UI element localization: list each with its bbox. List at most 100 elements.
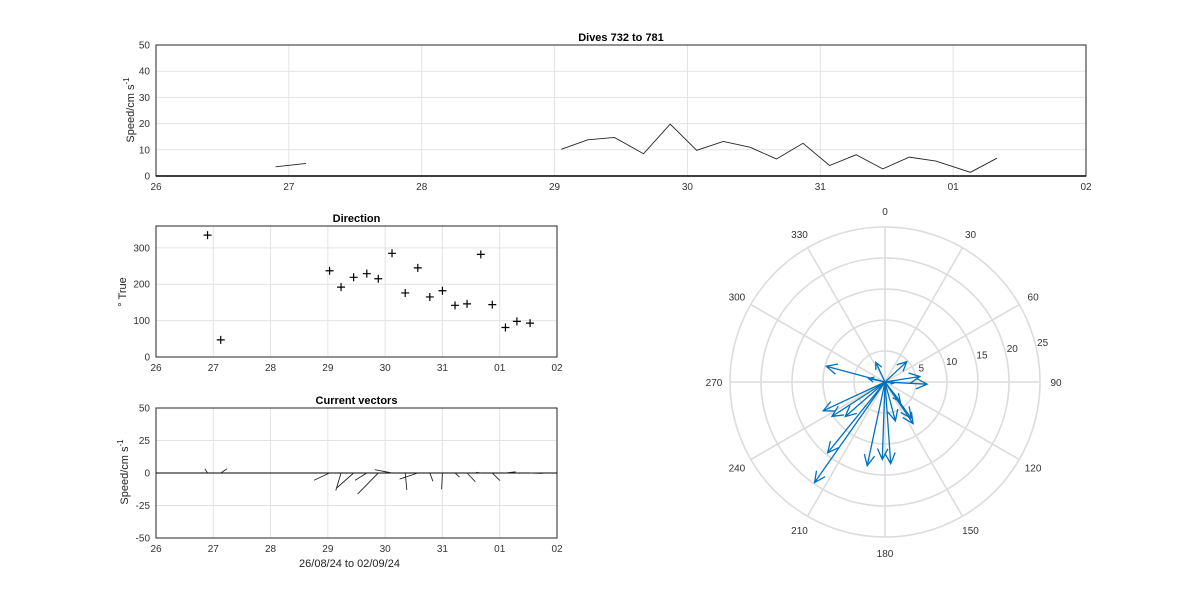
y-tick-label: -25 <box>136 501 151 512</box>
direction-point <box>216 335 225 344</box>
current-vector-stick <box>354 472 368 481</box>
y-tick-label: 30 <box>139 93 151 104</box>
x-tick-label: 02 <box>551 363 563 374</box>
current-vector-stick <box>491 472 501 481</box>
x-tick-label: 29 <box>322 363 334 374</box>
current-arrow <box>876 381 889 461</box>
direction-point <box>488 300 497 309</box>
current-arrow <box>875 360 886 383</box>
direction-point <box>463 299 472 308</box>
x-tick-label: 31 <box>437 363 449 374</box>
speed-time-series-chart: 26 27 28 29 30 31 01 02 0 10 20 30 40 50 Dives 732 to … <box>122 32 1092 193</box>
x-tick-label: 30 <box>380 363 392 374</box>
current-arrow <box>884 377 929 390</box>
direction-point <box>388 249 397 258</box>
angle-tick-label: 90 <box>1050 378 1062 389</box>
current-vector-stick <box>357 472 379 495</box>
direction-point <box>451 301 460 310</box>
angle-tick-label: 240 <box>729 464 746 475</box>
y-tick-label: 0 <box>144 469 150 480</box>
y-tick-label: 50 <box>139 41 151 52</box>
x-tick-label: 02 <box>551 544 563 555</box>
current-arrow <box>884 381 913 420</box>
angular-grid-line <box>806 247 886 383</box>
angle-tick-label: 270 <box>706 378 723 389</box>
chart-title: Dives 732 to 781 <box>578 32 664 44</box>
y-axis-label-superscript: -1 <box>122 77 131 85</box>
y-axis-label-text: ° True <box>117 277 129 306</box>
current-arrow <box>813 381 886 484</box>
y-tick-label: 200 <box>133 280 150 291</box>
y-axis-label-superscript: -1 <box>116 439 125 447</box>
current-vector-stick <box>336 472 354 489</box>
x-tick-label: 29 <box>322 544 334 555</box>
direction-point <box>203 231 212 240</box>
angle-tick-label: 300 <box>729 293 746 304</box>
current-arrow <box>844 381 886 418</box>
y-tick-label: 0 <box>144 353 150 364</box>
y-axis-label: Speed/cm s-1 <box>116 439 131 505</box>
radial-tick-label: 25 <box>1037 338 1049 349</box>
current-vector-stick <box>505 471 516 474</box>
current-vector-stick <box>313 472 330 481</box>
radial-tick-label: 20 <box>1007 344 1019 355</box>
speed-series-line <box>275 162 307 168</box>
y-tick-label: 50 <box>139 404 151 415</box>
x-tick-label: 29 <box>549 182 561 193</box>
angle-tick-label: 330 <box>791 230 808 241</box>
x-tick-label: 02 <box>1080 182 1092 193</box>
current-vector-stick <box>441 472 443 490</box>
y-tick-label: 40 <box>139 67 151 78</box>
chart-title: Direction <box>333 213 381 225</box>
angular-grid-line <box>884 381 1020 461</box>
direction-point <box>526 319 535 328</box>
plot-frame <box>155 44 1087 177</box>
angular-grid-line <box>806 381 886 517</box>
angular-grid-line <box>884 247 964 383</box>
direction-point <box>476 250 485 259</box>
current-arrow <box>884 381 899 423</box>
x-tick-label: 31 <box>815 182 827 193</box>
x-tick-label: 27 <box>208 544 220 555</box>
radial-tick-label: 5 <box>919 364 925 375</box>
x-tick-label: 26 <box>150 363 162 374</box>
x-tick-label: 01 <box>494 363 506 374</box>
y-tick-label: 10 <box>139 145 151 156</box>
x-axis-label: 26/08/24 to 02/09/24 <box>299 558 400 570</box>
radial-tick-label: 15 <box>976 351 988 362</box>
angular-grid-line <box>884 303 1020 383</box>
direction-point <box>413 263 422 272</box>
y-tick-label: 100 <box>133 316 150 327</box>
y-tick-label: 25 <box>139 436 151 447</box>
direction-point <box>501 323 510 332</box>
x-tick-label: 01 <box>494 544 506 555</box>
direction-scatter-chart: 26 27 28 29 30 31 01 02 0 100 200 300 Direction ° Tru… <box>117 213 563 374</box>
x-tick-label: 30 <box>380 544 392 555</box>
current-arrow <box>821 381 886 412</box>
y-tick-label: 0 <box>144 172 150 183</box>
angle-tick-label: 120 <box>1025 464 1042 475</box>
x-tick-label: 01 <box>948 182 960 193</box>
x-tick-label: 28 <box>265 363 277 374</box>
current-vector-stick <box>429 472 434 482</box>
direction-point <box>362 269 371 278</box>
polar-current-chart: 0 30 60 90 120 150 180 210 240 270 300 330 5 10 15 20 25 <box>706 207 1062 560</box>
current-vector-stick <box>374 469 393 474</box>
y-axis-label-text: Speed/cm s <box>119 446 131 505</box>
plot-frame <box>155 225 558 358</box>
y-tick-label: 300 <box>133 243 150 254</box>
current-vector-stick <box>399 472 418 480</box>
current-arrow <box>826 381 886 454</box>
angle-tick-label: 150 <box>962 526 979 537</box>
x-tick-label: 31 <box>437 544 449 555</box>
direction-point <box>337 283 346 292</box>
angle-tick-label: 60 <box>1028 293 1040 304</box>
current-arrow <box>867 376 886 383</box>
current-vector-stick <box>204 468 208 474</box>
y-tick-label: -50 <box>136 534 151 545</box>
current-vector-stick <box>454 472 460 478</box>
angular-grid-line <box>884 381 964 517</box>
direction-point <box>512 317 521 326</box>
direction-point <box>374 274 383 283</box>
